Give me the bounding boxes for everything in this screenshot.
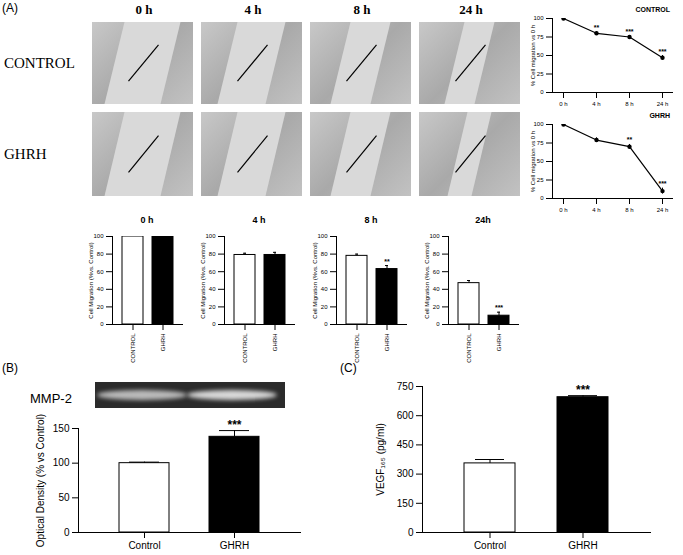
svg-text:750: 750 [397,381,414,392]
svg-text:100: 100 [533,121,544,127]
svg-text:40: 40 [97,286,104,292]
html-text:8 h: 8 h [353,2,371,17]
svg-text:0: 0 [324,321,328,327]
svg-text:VEGF₁₆₅ (pg/ml): VEGF₁₆₅ (pg/ml) [375,423,386,496]
svg-text:20: 20 [97,304,104,310]
svg-text:100: 100 [533,15,544,21]
html-text:8 h: 8 h [364,215,378,225]
svg-text:80: 80 [321,251,328,257]
svg-text:40: 40 [209,286,216,292]
svg-text:75: 75 [537,34,544,40]
svg-text:150: 150 [53,423,70,434]
html-text:GHRH: GHRH [4,146,47,162]
svg-text:40: 40 [321,286,328,292]
svg-text:150: 150 [397,498,414,509]
svg-text:GHRH: GHRH [496,334,502,352]
svg-text:***: *** [625,28,633,35]
svg-text:GHRH: GHRH [272,334,278,352]
svg-text:80: 80 [209,251,216,257]
svg-text:100: 100 [429,233,440,239]
svg-text:4 h: 4 h [592,101,600,107]
svg-text:0: 0 [408,527,414,538]
html-text:4 h: 4 h [244,2,262,17]
html-text:(C): (C) [340,361,357,375]
svg-text:0: 0 [212,321,216,327]
svg-text:***: *** [658,180,666,187]
svg-text:50: 50 [58,492,70,503]
svg-text:GHRH: GHRH [160,334,166,352]
html-text:MMP-2: MMP-2 [30,391,72,406]
svg-text:0: 0 [100,321,104,327]
svg-text:20: 20 [433,304,440,310]
svg-text:GHRH: GHRH [568,540,597,551]
svg-text:% Cell migration vs 0 h: % Cell migration vs 0 h [530,25,536,86]
svg-text:GHRH: GHRH [220,540,249,551]
svg-text:100: 100 [53,457,70,468]
svg-text:100: 100 [205,233,216,239]
svg-text:60: 60 [321,269,328,275]
svg-text:24 h: 24 h [657,101,669,107]
html-text:(B): (B) [2,361,18,375]
svg-text:Cell Migration (%vs. Control): Cell Migration (%vs. Control) [312,242,318,318]
svg-text:20: 20 [209,304,216,310]
html-text:CONTROL: CONTROL [635,6,670,13]
svg-text:24 h: 24 h [657,207,669,213]
svg-text:Cell Migration (%vs. Control): Cell Migration (%vs. Control) [88,242,94,318]
svg-text:50: 50 [537,158,544,164]
svg-text:4 h: 4 h [592,207,600,213]
html-text:GHRH: GHRH [649,112,670,119]
svg-text:***: *** [576,383,590,397]
svg-text:8 h: 8 h [625,207,633,213]
html-text:4 h: 4 h [252,215,266,225]
svg-text:**: ** [594,24,600,31]
svg-text:GHRH: GHRH [384,334,390,352]
svg-text:75: 75 [537,140,544,146]
svg-text:50: 50 [537,52,544,58]
svg-text:100: 100 [317,233,328,239]
svg-text:0: 0 [540,195,544,201]
svg-text:Control: Control [474,540,506,551]
svg-text:80: 80 [97,251,104,257]
svg-text:0 h: 0 h [559,101,567,107]
svg-text:**: ** [384,258,390,265]
svg-text:***: *** [658,48,666,55]
svg-text:60: 60 [97,269,104,275]
svg-text:80: 80 [433,251,440,257]
svg-text:***: *** [227,418,241,432]
svg-text:40: 40 [433,286,440,292]
svg-text:600: 600 [397,410,414,421]
svg-text:CONTROL: CONTROL [466,333,472,363]
svg-text:Cell Migration (%vs. Control): Cell Migration (%vs. Control) [424,242,430,318]
svg-text:25: 25 [537,177,544,183]
svg-text:60: 60 [209,269,216,275]
html-text:(A): (A) [2,1,18,15]
svg-text:***: *** [495,304,503,311]
html-text:0 h: 0 h [135,2,153,17]
html-text:24 h: 24 h [459,2,483,17]
svg-text:450: 450 [397,439,414,450]
svg-text:Control: Control [128,540,160,551]
svg-text:0: 0 [540,89,544,95]
svg-text:**: ** [627,136,633,143]
svg-text:0 h: 0 h [559,207,567,213]
svg-text:20: 20 [321,304,328,310]
svg-text:25: 25 [537,71,544,77]
svg-text:60: 60 [433,269,440,275]
svg-text:0: 0 [64,527,70,538]
svg-text:100: 100 [93,233,104,239]
svg-text:% Cell migration vs 0 h: % Cell migration vs 0 h [530,131,536,192]
svg-text:300: 300 [397,468,414,479]
html-text:0 h: 0 h [140,215,154,225]
svg-text:CONTROL: CONTROL [354,333,360,363]
svg-text:8 h: 8 h [625,101,633,107]
html-text:24h: 24h [475,215,491,225]
svg-text:Optical Density (% vs Control): Optical Density (% vs Control) [35,414,46,547]
svg-text:CONTROL: CONTROL [242,333,248,363]
svg-text:Cell Migration (%vs. Control): Cell Migration (%vs. Control) [200,242,206,318]
svg-text:0: 0 [436,321,440,327]
html-text:CONTROL: CONTROL [4,55,75,71]
svg-text:CONTROL: CONTROL [130,333,136,363]
